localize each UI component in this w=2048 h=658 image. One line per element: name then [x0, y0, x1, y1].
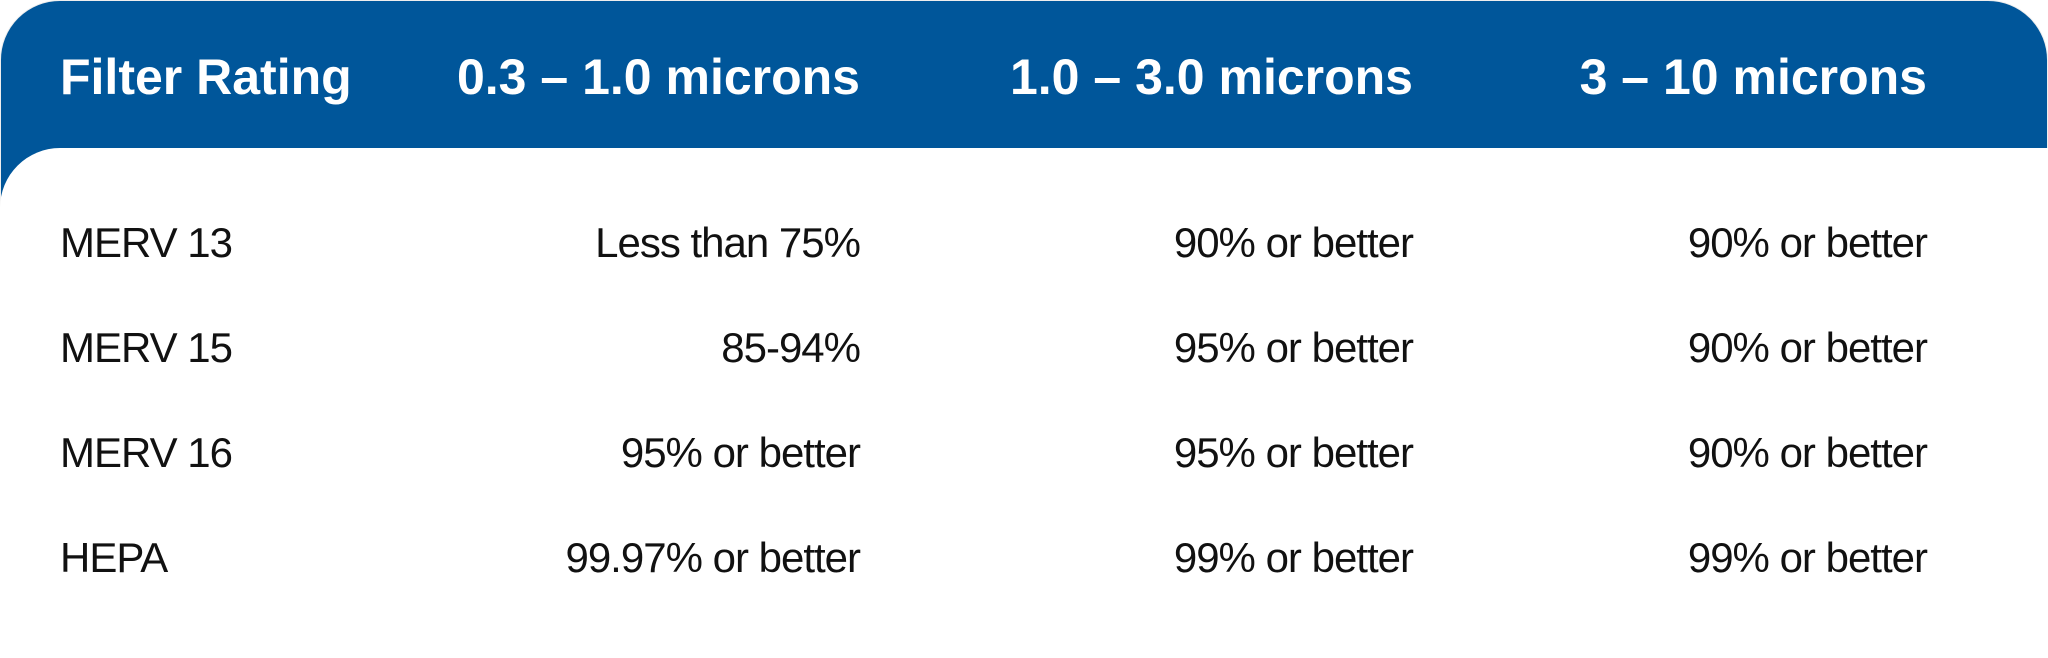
table-body [0, 148, 2048, 658]
column-header: 1.0 – 3.0 microns [1009, 49, 1413, 105]
column-header: Filter Rating [60, 49, 352, 105]
row-label: MERV 13 [60, 219, 233, 266]
table-cell: 90% or better [1687, 324, 1928, 371]
row-label: MERV 16 [60, 429, 233, 476]
row-label: HEPA [60, 534, 168, 581]
table-cell: 85-94% [721, 324, 861, 371]
table-cell: 99.97% or better [565, 534, 861, 581]
row-label: MERV 15 [60, 324, 233, 371]
table-cell: 95% or better [1173, 324, 1414, 371]
table-cell: Less than 75% [595, 219, 861, 266]
table-cell: 95% or better [620, 429, 861, 476]
table-cell: 90% or better [1687, 219, 1928, 266]
column-header: 0.3 – 1.0 microns [456, 49, 860, 105]
table-cell: 90% or better [1173, 219, 1414, 266]
table-cell: 99% or better [1173, 534, 1414, 581]
column-header: 3 – 10 microns [1579, 49, 1927, 105]
table-cell: 99% or better [1687, 534, 1928, 581]
table-cell: 95% or better [1173, 429, 1414, 476]
table-cell: 90% or better [1687, 429, 1928, 476]
